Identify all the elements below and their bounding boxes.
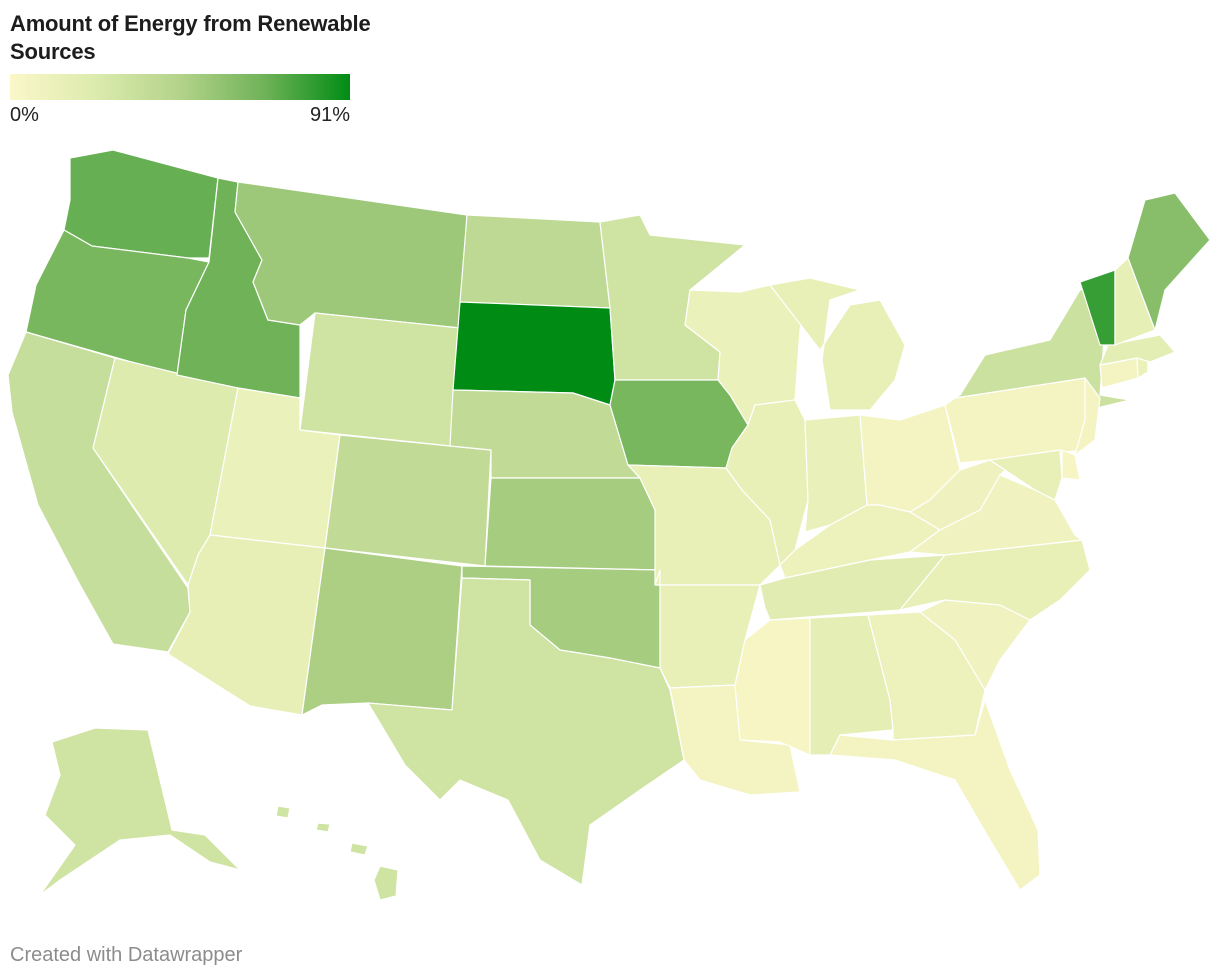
state-il[interactable] bbox=[725, 399, 809, 566]
state-wv[interactable] bbox=[909, 459, 1006, 531]
legend-labels: 0% 91% bbox=[10, 104, 350, 130]
state-de[interactable] bbox=[1061, 449, 1081, 481]
legend-min-label: 0% bbox=[10, 104, 39, 126]
color-legend: 0% 91% bbox=[10, 74, 350, 130]
state-ak[interactable] bbox=[39, 727, 241, 896]
state-hi[interactable] bbox=[275, 805, 399, 901]
state-me[interactable] bbox=[1127, 192, 1211, 331]
state-co[interactable] bbox=[324, 434, 492, 567]
state-ma[interactable] bbox=[1099, 334, 1176, 366]
legend-max-label: 91% bbox=[309, 104, 350, 126]
map-title: Amount of Energy from Renewable Sources bbox=[10, 11, 371, 64]
state-ks[interactable] bbox=[484, 477, 661, 571]
state-ia[interactable] bbox=[609, 379, 749, 469]
state-wa[interactable] bbox=[63, 149, 219, 259]
state-nm[interactable] bbox=[301, 547, 463, 716]
state-sd[interactable] bbox=[452, 301, 616, 406]
legend-gradient-bar bbox=[10, 74, 350, 100]
state-mt[interactable] bbox=[234, 181, 468, 329]
state-nd[interactable] bbox=[459, 214, 611, 309]
state-mi[interactable] bbox=[769, 277, 906, 411]
state-nj[interactable] bbox=[1074, 377, 1101, 456]
state-fl[interactable] bbox=[829, 699, 1041, 891]
state-ms[interactable] bbox=[734, 617, 811, 756]
state-md[interactable] bbox=[989, 449, 1063, 501]
state-tx[interactable] bbox=[367, 577, 685, 886]
state-ny[interactable] bbox=[954, 281, 1131, 409]
state-wy[interactable] bbox=[299, 312, 461, 447]
datawrapper-credit: Created with Datawrapper bbox=[10, 944, 243, 966]
